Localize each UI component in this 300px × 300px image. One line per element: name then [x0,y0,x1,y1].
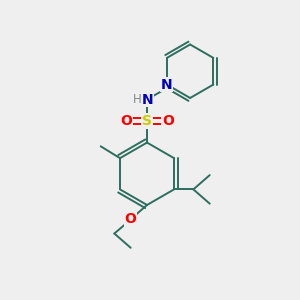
Text: O: O [125,212,136,226]
Text: H: H [133,93,142,106]
Text: N: N [161,78,173,92]
Text: O: O [120,114,132,128]
Text: O: O [162,114,174,128]
Text: S: S [142,114,152,128]
Text: N: N [142,93,153,107]
